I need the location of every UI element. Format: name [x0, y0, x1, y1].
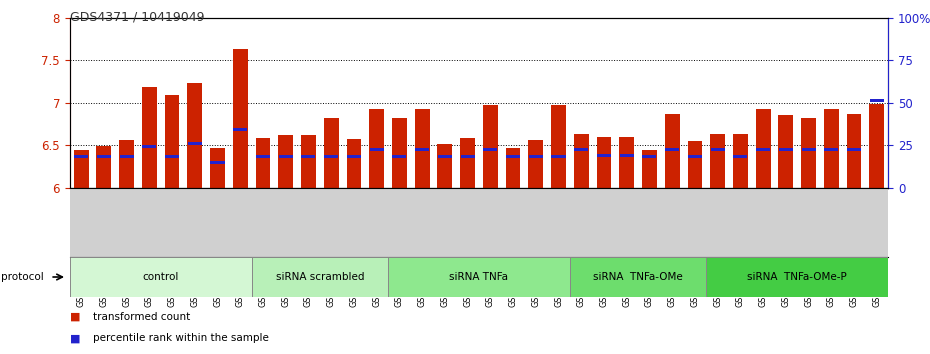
Text: control: control [142, 272, 179, 282]
Text: siRNA scrambled: siRNA scrambled [275, 272, 364, 282]
Bar [847, 148, 861, 151]
Bar [460, 155, 474, 158]
Bar [846, 114, 861, 188]
Bar [392, 118, 406, 188]
Bar [256, 155, 270, 158]
Bar [252, 257, 388, 297]
Bar [484, 148, 498, 151]
Bar [187, 83, 202, 188]
Bar [706, 257, 888, 297]
Bar [711, 148, 724, 151]
Bar [506, 155, 520, 158]
Bar [643, 155, 657, 158]
Bar [279, 155, 293, 158]
Bar [778, 148, 793, 151]
Text: ■: ■ [70, 312, 80, 322]
Bar [415, 148, 429, 151]
Bar [347, 139, 361, 188]
Bar [529, 155, 543, 158]
Bar [619, 154, 633, 157]
Bar [824, 109, 839, 188]
Bar [415, 109, 430, 188]
Bar [528, 140, 543, 188]
Bar [734, 155, 748, 158]
Bar [437, 144, 452, 188]
Bar [438, 155, 452, 158]
Bar [97, 146, 112, 188]
Bar [70, 257, 252, 297]
Bar [688, 155, 702, 158]
Text: percentile rank within the sample: percentile rank within the sample [93, 333, 269, 343]
Bar [119, 140, 134, 188]
Text: siRNA  TNFa-OMe-P: siRNA TNFa-OMe-P [748, 272, 847, 282]
Bar [596, 137, 611, 188]
Bar [347, 155, 361, 158]
Bar [570, 257, 706, 297]
Bar [142, 87, 156, 188]
Text: GDS4371 / 10419049: GDS4371 / 10419049 [70, 11, 205, 24]
Bar [142, 145, 156, 148]
Bar [574, 148, 589, 151]
Bar [120, 155, 134, 158]
Bar [369, 109, 384, 188]
Bar [301, 135, 316, 188]
Bar [97, 155, 111, 158]
Bar [74, 155, 88, 158]
Bar [597, 154, 611, 157]
Text: siRNA TNFa: siRNA TNFa [449, 272, 509, 282]
Bar [325, 155, 339, 158]
Bar [551, 105, 565, 188]
Text: ■: ■ [70, 333, 80, 343]
Bar [233, 129, 247, 131]
Bar [232, 49, 247, 188]
Bar [665, 114, 680, 188]
Text: transformed count: transformed count [93, 312, 191, 322]
Bar [460, 138, 475, 188]
Bar [870, 104, 884, 188]
Bar [642, 150, 657, 188]
Bar [733, 134, 748, 188]
Bar [687, 141, 702, 188]
Bar [778, 115, 793, 188]
Bar [210, 161, 224, 164]
Bar [756, 109, 770, 188]
Bar [278, 135, 293, 188]
Bar [665, 148, 679, 151]
Bar [801, 118, 816, 188]
Bar [392, 155, 406, 158]
Bar [483, 105, 498, 188]
Bar [551, 155, 565, 158]
Bar [73, 150, 88, 188]
Bar [324, 118, 339, 188]
Bar [188, 142, 202, 145]
Bar [388, 257, 570, 297]
Bar [301, 155, 315, 158]
Bar [210, 148, 225, 188]
Bar [619, 137, 634, 188]
Bar [506, 148, 521, 188]
Bar [824, 148, 838, 151]
Text: siRNA  TNFa-OMe: siRNA TNFa-OMe [593, 272, 683, 282]
Bar [711, 134, 725, 188]
Bar [574, 134, 589, 188]
Text: protocol: protocol [1, 272, 44, 282]
Bar [756, 148, 770, 151]
Bar [870, 99, 884, 102]
Bar [369, 148, 384, 151]
Bar [165, 95, 179, 188]
Bar [256, 138, 271, 188]
Bar [165, 155, 179, 158]
Bar [802, 148, 816, 151]
